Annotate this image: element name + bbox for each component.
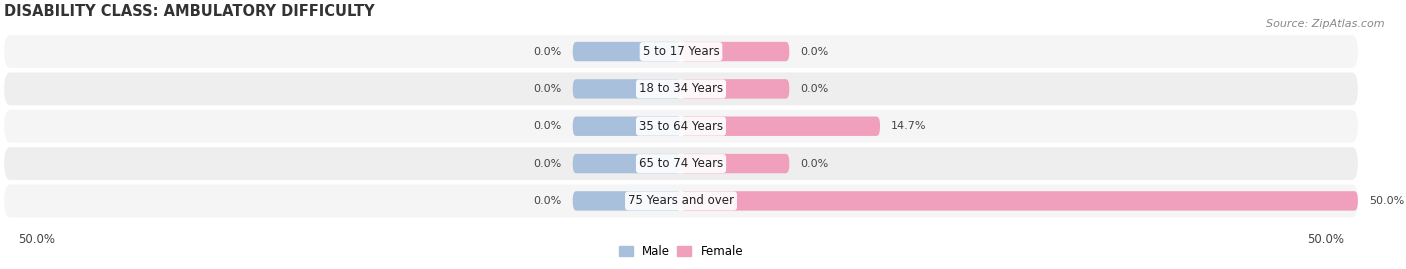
Text: 0.0%: 0.0%	[800, 158, 828, 169]
FancyBboxPatch shape	[681, 154, 789, 173]
Text: 0.0%: 0.0%	[800, 84, 828, 94]
FancyBboxPatch shape	[4, 147, 1358, 180]
FancyBboxPatch shape	[572, 191, 681, 211]
Text: 0.0%: 0.0%	[534, 84, 562, 94]
FancyBboxPatch shape	[681, 191, 1358, 211]
Text: 75 Years and over: 75 Years and over	[628, 194, 734, 207]
Text: 65 to 74 Years: 65 to 74 Years	[638, 157, 723, 170]
FancyBboxPatch shape	[572, 116, 681, 136]
Text: 0.0%: 0.0%	[800, 47, 828, 56]
FancyBboxPatch shape	[4, 110, 1358, 143]
Text: 0.0%: 0.0%	[534, 196, 562, 206]
FancyBboxPatch shape	[572, 42, 681, 61]
FancyBboxPatch shape	[4, 35, 1358, 68]
Text: 0.0%: 0.0%	[534, 47, 562, 56]
FancyBboxPatch shape	[681, 79, 789, 99]
Text: 50.0%: 50.0%	[1368, 196, 1405, 206]
Text: 50.0%: 50.0%	[1308, 233, 1344, 246]
FancyBboxPatch shape	[681, 42, 789, 61]
Text: 0.0%: 0.0%	[534, 121, 562, 131]
FancyBboxPatch shape	[572, 154, 681, 173]
Legend: Male, Female: Male, Female	[614, 240, 748, 263]
Text: DISABILITY CLASS: AMBULATORY DIFFICULTY: DISABILITY CLASS: AMBULATORY DIFFICULTY	[4, 4, 375, 19]
Text: Source: ZipAtlas.com: Source: ZipAtlas.com	[1267, 19, 1385, 29]
Text: 5 to 17 Years: 5 to 17 Years	[643, 45, 720, 58]
Text: 0.0%: 0.0%	[534, 158, 562, 169]
Text: 35 to 64 Years: 35 to 64 Years	[638, 120, 723, 133]
Text: 50.0%: 50.0%	[18, 233, 55, 246]
FancyBboxPatch shape	[572, 79, 681, 99]
Text: 18 to 34 Years: 18 to 34 Years	[638, 82, 723, 95]
FancyBboxPatch shape	[681, 116, 880, 136]
FancyBboxPatch shape	[4, 185, 1358, 217]
Text: 14.7%: 14.7%	[891, 121, 927, 131]
FancyBboxPatch shape	[4, 72, 1358, 105]
